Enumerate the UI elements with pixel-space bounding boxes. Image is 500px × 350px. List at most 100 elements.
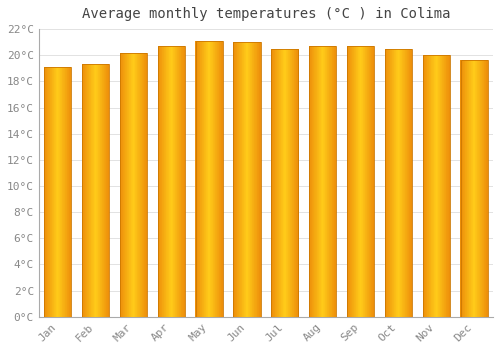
Bar — [46, 67, 47, 317]
Bar — [104, 64, 105, 317]
Bar — [324, 46, 326, 317]
Bar — [464, 61, 466, 317]
Bar — [433, 55, 434, 317]
Bar — [130, 52, 132, 317]
Bar — [284, 49, 285, 317]
Bar — [236, 42, 237, 317]
Bar — [254, 42, 255, 317]
Bar — [285, 49, 286, 317]
Bar — [445, 55, 446, 317]
Bar — [107, 64, 108, 317]
Bar — [280, 49, 281, 317]
Bar — [67, 67, 68, 317]
Bar — [317, 46, 318, 317]
Bar — [205, 41, 206, 317]
Bar — [358, 46, 359, 317]
Bar — [313, 46, 314, 317]
Bar — [474, 61, 475, 317]
Bar — [487, 61, 488, 317]
Bar — [53, 67, 54, 317]
Bar — [310, 46, 311, 317]
Bar — [259, 42, 260, 317]
Bar — [240, 42, 241, 317]
Bar — [121, 52, 122, 317]
Bar — [249, 42, 250, 317]
Title: Average monthly temperatures (°C ) in Colima: Average monthly temperatures (°C ) in Co… — [82, 7, 450, 21]
Bar — [481, 61, 482, 317]
Bar — [485, 61, 486, 317]
Bar — [207, 41, 208, 317]
Bar — [440, 55, 441, 317]
Bar — [475, 61, 476, 317]
Bar — [168, 46, 170, 317]
Bar — [347, 46, 374, 317]
Bar — [408, 49, 410, 317]
Bar — [324, 46, 325, 317]
Bar — [435, 55, 436, 317]
Bar — [134, 52, 135, 317]
Bar — [99, 64, 100, 317]
Bar — [311, 46, 312, 317]
Bar — [389, 49, 390, 317]
Bar — [64, 67, 66, 317]
Bar — [472, 61, 473, 317]
Bar — [65, 67, 66, 317]
Bar — [388, 49, 389, 317]
Bar — [439, 55, 440, 317]
Bar — [257, 42, 258, 317]
Bar — [396, 49, 397, 317]
Bar — [222, 41, 223, 317]
Bar — [130, 52, 131, 317]
Bar — [86, 64, 88, 317]
Bar — [238, 42, 239, 317]
Bar — [330, 46, 331, 317]
Bar — [255, 42, 256, 317]
Bar — [164, 46, 165, 317]
Bar — [361, 46, 362, 317]
Bar — [370, 46, 371, 317]
Bar — [351, 46, 352, 317]
Bar — [287, 49, 288, 317]
Bar — [422, 55, 450, 317]
Bar — [436, 55, 437, 317]
Bar — [125, 52, 126, 317]
Bar — [49, 67, 50, 317]
Bar — [61, 67, 62, 317]
Bar — [146, 52, 147, 317]
Bar — [335, 46, 336, 317]
Bar — [48, 67, 49, 317]
Bar — [68, 67, 70, 317]
Bar — [122, 52, 124, 317]
Bar — [214, 41, 216, 317]
Bar — [401, 49, 402, 317]
Bar — [234, 42, 235, 317]
Bar — [196, 41, 223, 317]
Bar — [94, 64, 95, 317]
Bar — [387, 49, 388, 317]
Bar — [479, 61, 480, 317]
Bar — [200, 41, 201, 317]
Bar — [272, 49, 274, 317]
Bar — [392, 49, 393, 317]
Bar — [280, 49, 281, 317]
Bar — [478, 61, 479, 317]
Bar — [197, 41, 198, 317]
Bar — [128, 52, 130, 317]
Bar — [407, 49, 408, 317]
Bar — [167, 46, 168, 317]
Bar — [141, 52, 142, 317]
Bar — [484, 61, 485, 317]
Bar — [93, 64, 94, 317]
Bar — [426, 55, 428, 317]
Bar — [428, 55, 429, 317]
Bar — [142, 52, 143, 317]
Bar — [47, 67, 48, 317]
Bar — [159, 46, 160, 317]
Bar — [400, 49, 401, 317]
Bar — [88, 64, 89, 317]
Bar — [97, 64, 98, 317]
Bar — [44, 67, 46, 317]
Bar — [447, 55, 448, 317]
Bar — [470, 61, 471, 317]
Bar — [297, 49, 298, 317]
